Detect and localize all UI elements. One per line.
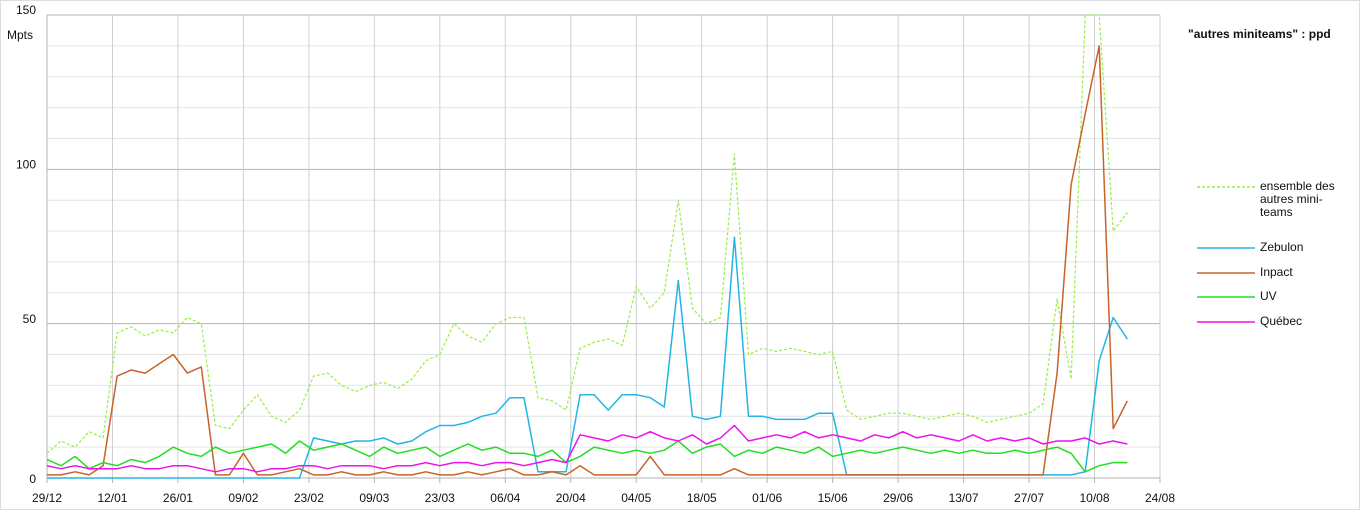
series-line [47, 424, 1128, 473]
x-tick-label: 29/06 [883, 491, 913, 505]
legend-item: UV [1260, 290, 1277, 303]
x-tick-label: 27/07 [1014, 491, 1044, 505]
series-line [47, 45, 1128, 476]
y-tick-label: 50 [23, 312, 37, 326]
legend-item: ensemble des autres mini-teams [1260, 180, 1335, 219]
legend-label: Inpact [1260, 266, 1293, 279]
series-line [47, 440, 1128, 473]
chart-title: "autres miniteams" : ppd [1188, 27, 1331, 41]
x-tick-label: 01/06 [752, 491, 782, 505]
x-tick-label: 06/04 [490, 491, 520, 505]
legend-item: Inpact [1260, 266, 1293, 279]
legend-label: Québec [1260, 315, 1303, 328]
legend-item: Zebulon [1260, 241, 1304, 254]
x-tick-label: 26/01 [163, 491, 193, 505]
legend-label: Zebulon [1260, 241, 1304, 254]
x-tick-label: 10/08 [1080, 491, 1110, 505]
x-tick-label: 04/05 [621, 491, 651, 505]
x-tick-label: 29/12 [32, 491, 62, 505]
legend-label: UV [1260, 290, 1277, 303]
y-tick-label: 100 [16, 158, 36, 172]
x-tick-label: 15/06 [818, 491, 848, 505]
x-tick-label: 23/03 [425, 491, 455, 505]
x-tick-label: 20/04 [556, 491, 586, 505]
x-tick-label: 12/01 [97, 491, 127, 505]
y-tick-label: 0 [29, 472, 36, 486]
x-tick-label: 24/08 [1145, 491, 1175, 505]
x-tick-label: 09/02 [228, 491, 258, 505]
y-tick-label: 150 [16, 3, 36, 17]
x-tick-label: 23/02 [294, 491, 324, 505]
y-axis-label: Mpts [7, 28, 33, 42]
x-tick-label: 18/05 [687, 491, 717, 505]
series-line [47, 14, 1128, 454]
legend-label: ensemble des autres mini-teams [1260, 180, 1335, 219]
legend-item: Québec [1260, 315, 1303, 328]
x-tick-label: 13/07 [949, 491, 979, 505]
x-tick-label: 09/03 [359, 491, 389, 505]
